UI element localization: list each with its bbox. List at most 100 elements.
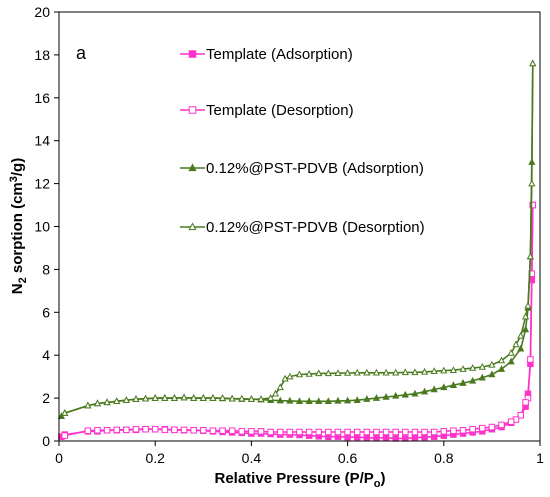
data-point [497,365,506,372]
data-point [440,366,448,374]
data-point [296,428,303,436]
data-point [373,434,380,442]
data-point [430,385,438,393]
data-point [344,396,352,404]
x-tick-label: 0.4 [242,450,262,466]
legend-item: Template (Desorption) [180,102,354,119]
data-point [84,427,92,434]
data-point [228,427,236,434]
legend-marker [188,222,197,231]
x-axis-title-end: ) [381,470,386,487]
data-point [315,428,322,436]
data-point [305,428,313,436]
data-point [526,252,534,260]
data-point [305,370,313,377]
data-point [440,383,448,391]
data-point [180,426,188,434]
axes-layer: 0 2 4 6 8 10 12 14 16 18 20 0 0.2 0.4 0.6 0.8 1 [34,4,544,466]
y-axis-title-superscript: 3 [8,176,20,182]
data-point [382,434,390,442]
y-tick-label: 8 [42,261,50,277]
data-point [517,344,525,352]
data-point [411,368,419,376]
data-point [219,427,226,434]
data-point [315,397,323,405]
data-point [200,427,207,434]
data-point [113,426,120,434]
data-point [488,360,496,368]
data-point [382,428,390,436]
y-tick-label: 12 [34,176,50,192]
data-point [420,387,429,395]
data-point [488,370,496,378]
legend: Template (Adsorption) Template (Desorptio… [180,46,425,236]
y-tick-label: 14 [34,133,50,149]
y-tick-label: 18 [34,47,50,63]
legend-label: 0.12%@PST-PDVB (Desorption) [206,219,425,236]
data-point [421,428,428,436]
data-point [392,368,400,376]
data-point [171,426,178,434]
data-point [305,397,313,405]
data-point [151,394,159,401]
data-point [363,428,371,436]
data-point [257,395,265,402]
data-point [257,428,265,435]
data-point [218,394,227,401]
data-point [528,179,536,187]
data-point [430,367,438,375]
data-point [401,368,409,376]
data-point [123,426,130,434]
data-point [190,427,197,434]
data-point [170,394,179,401]
data-point [420,367,429,375]
legend-marker [188,163,197,172]
data-point [488,423,496,431]
data-point [281,374,289,382]
data-point [498,421,505,429]
data-point [411,434,419,442]
data-point [267,394,275,401]
data-point [401,390,409,398]
legend-item: Template (Adsorption) [180,46,353,63]
data-point [478,362,486,370]
data-point [61,409,69,416]
data-point [517,412,525,419]
x-tick-label: 0.2 [145,450,165,466]
data-point [440,428,448,435]
y-axis-title-main: N [9,283,26,294]
data-point [497,356,506,364]
x-tick-label: 0.6 [338,450,358,466]
series-layer [57,59,537,442]
data-point [402,435,409,442]
data-point [132,425,140,433]
data-point [392,435,399,442]
data-point [93,399,102,407]
data-point [142,425,149,433]
data-point [286,396,294,404]
data-point [271,389,280,397]
y-tick-label: 0 [42,433,50,449]
data-point [190,394,198,401]
data-point [113,397,121,405]
data-point [507,349,515,356]
data-point [180,393,188,401]
data-point [363,395,371,402]
data-point [382,392,390,400]
data-point [276,396,284,404]
data-point [103,427,111,434]
y-axis-title-subscript: 2 [17,277,29,283]
data-point [325,428,332,436]
data-point [238,394,246,402]
data-point [344,368,352,376]
data-point [411,428,419,436]
data-point [228,394,236,402]
data-point [363,368,371,376]
y-tick-label: 16 [34,90,50,106]
data-point [324,369,332,377]
data-point [209,394,217,401]
data-point [450,427,457,434]
data-point [238,428,246,435]
data-point [507,418,515,425]
